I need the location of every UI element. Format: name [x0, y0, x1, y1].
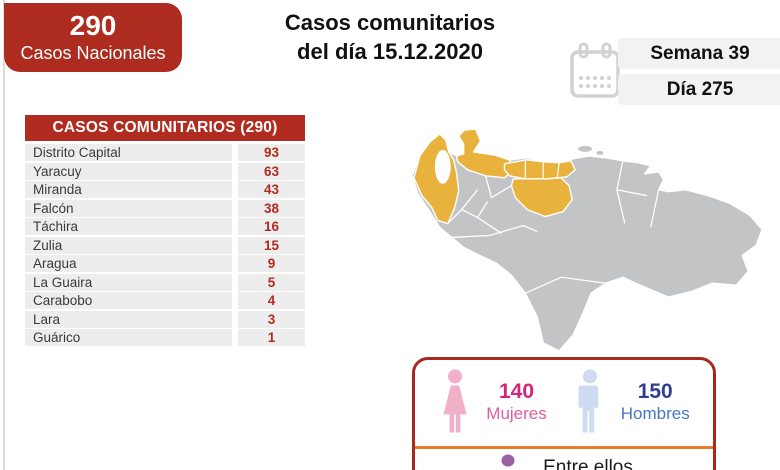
state-name: Falcón — [25, 199, 232, 217]
table-row: Carabobo 4 — [25, 292, 305, 309]
national-cases-count: 290 — [69, 10, 117, 42]
national-cases-label: Casos Nacionales — [20, 42, 166, 63]
state-name: Carabobo — [25, 292, 232, 309]
gender-counts-row: 140 Mujeres 150 Hombres — [415, 360, 713, 443]
state-cases: 5 — [238, 273, 305, 291]
calendar-icon — [568, 42, 622, 105]
map-state-falcon — [456, 128, 515, 179]
gender-footer-row: Entre ellos — [415, 452, 713, 470]
men-group: 150 Hombres — [573, 368, 690, 435]
orange-divider — [415, 446, 713, 449]
gender-footer-text: Entre ellos — [543, 457, 633, 470]
page-title-line2: del día 15.12.2020 — [297, 39, 483, 65]
state-cases: 3 — [238, 310, 305, 328]
table-row: Miranda 43 — [25, 181, 305, 198]
map-highlighted-states — [413, 128, 576, 225]
state-cases: 43 — [238, 181, 305, 198]
women-label: Mujeres — [486, 403, 547, 423]
map-lake-maracaibo — [434, 149, 451, 184]
state-cases: 4 — [238, 292, 305, 309]
cases-table-body: Distrito Capital 93 Yaracuy 63 Miranda 43 Falc… — [25, 144, 305, 346]
national-cases-box: 290 Casos Nacionales — [4, 3, 182, 72]
state-cases: 1 — [238, 329, 305, 346]
table-row: Zulia 15 — [25, 236, 305, 254]
state-name: Guárico — [25, 329, 232, 346]
table-row: Guárico 1 — [25, 329, 305, 346]
map-state-guarico — [510, 177, 573, 218]
state-name: Miranda — [25, 181, 232, 198]
map-state-zulia — [413, 133, 460, 225]
week-badge: Semana 39 — [618, 38, 780, 69]
man-icon — [578, 368, 598, 433]
state-name: La Guaira — [25, 273, 232, 291]
men-label: Hombres — [620, 403, 690, 423]
map-state-coast-band — [503, 159, 576, 180]
state-cases: 16 — [238, 218, 305, 235]
table-row: Táchira 16 — [25, 218, 305, 235]
state-name: Yaracuy — [25, 162, 232, 180]
state-name: Lara — [25, 310, 232, 328]
table-row: La Guaira 5 — [25, 273, 305, 291]
table-row: Distrito Capital 93 — [25, 144, 305, 161]
person-icon — [501, 454, 515, 467]
page-title: Casos comunitarios del día 15.12.2020 — [240, 8, 540, 66]
state-cases: 93 — [238, 144, 305, 161]
women-count: 140 — [498, 379, 535, 403]
women-group: 140 Mujeres — [438, 368, 547, 435]
state-name: Aragua — [25, 255, 232, 272]
gender-summary-box: 140 Mujeres 150 Hombres — [412, 357, 716, 470]
men-count: 150 — [637, 379, 673, 403]
page-title-line1: Casos comunitarios — [284, 10, 496, 35]
table-row: Lara 3 — [25, 310, 305, 328]
state-cases: 38 — [238, 199, 305, 217]
state-name: Distrito Capital — [25, 144, 232, 161]
state-cases: 9 — [238, 255, 305, 272]
map-islands — [578, 145, 604, 155]
state-cases: 15 — [238, 236, 305, 254]
map-state-borders — [447, 160, 660, 294]
venezuela-map — [402, 106, 780, 352]
table-row: Yaracuy 63 — [25, 162, 305, 180]
state-name: Zulia — [25, 236, 232, 254]
table-row: Falcón 38 — [25, 199, 305, 217]
state-name: Táchira — [25, 218, 232, 235]
state-cases: 63 — [238, 162, 305, 180]
table-row: Aragua 9 — [25, 255, 305, 272]
cases-table-header: CASOS COMUNITARIOS (290) — [25, 115, 305, 141]
woman-icon — [443, 368, 467, 433]
left-frame-line — [3, 0, 5, 470]
day-badge: Día 275 — [618, 74, 780, 105]
